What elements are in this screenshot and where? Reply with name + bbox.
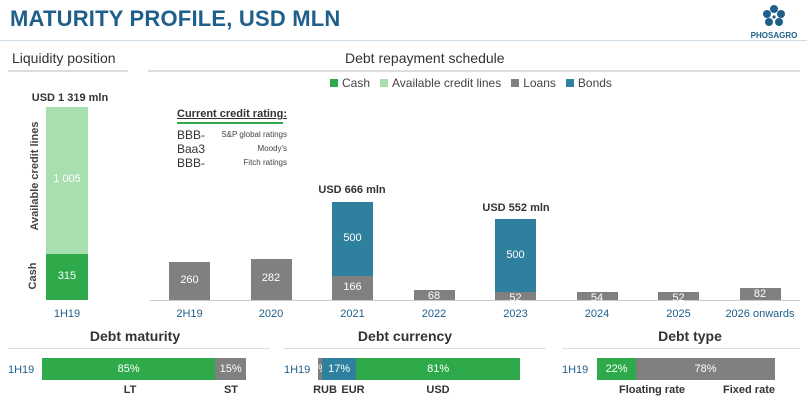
x-tick-label: 2020 [258,308,284,320]
x-tick-label: 2022 [421,308,447,320]
segment-debt-type-floating-rate: 22% [597,358,637,380]
bar-loans-2020: 282 [250,258,292,300]
rating-row-moodys: Baa3 Moody's [177,142,287,156]
debt-type-bar: 22% 78% [597,358,775,380]
legend-label-loans: Loans [523,76,556,90]
debt-currency-heading: Debt currency [357,328,453,344]
rating-code: BBB- [177,156,206,170]
data-label: 500 [343,232,362,245]
credit-rating-underline [177,122,283,124]
debt-type-row-label: 1H19 [562,364,589,376]
callout-2021: USD 666 mln [318,184,386,196]
debt-maturity-bar: 85% 15% [42,358,246,380]
debt-schedule-chart: 260 2H19 282 2020 166 500 2021 68 2022 52 500 2023 5… [150,202,800,320]
st-label: ST [223,384,239,396]
legend-label-credit-lines: Available credit lines [392,76,502,90]
segment-debt-currency-rub: 2% [318,358,323,380]
usd-label: USD [426,384,450,396]
debt-schedule-rule [148,70,800,72]
eur-label: EUR [341,384,365,396]
debt-maturity-rule [8,348,270,349]
bar-bonds-2021: 500 [332,202,373,276]
rub-label: RUB [313,384,337,396]
legend-swatch-loans [511,79,520,87]
segment-debt-maturity-st: 15% [215,358,246,380]
debt-maturity-row-label: 1H19 [8,364,35,376]
bar-available-credit-lines-1h19: 1 005 [46,106,88,254]
x-tick-label: 2021 [340,308,365,320]
data-label: 52 [672,292,685,305]
callout-2023: USD 552 mln [482,202,550,214]
legend-label-bonds: Bonds [577,76,612,90]
rating-code: Baa3 [177,142,206,156]
data-label: 54 [590,292,604,305]
x-tick-label: 2023 [503,308,528,320]
rating-code: BBB- [177,128,206,142]
segment-debt-currency-usd: 81% [356,358,520,380]
bar-bonds-2023: 500 [495,219,536,293]
debt-currency-rule [284,348,546,349]
legend-swatch-cash [330,79,338,87]
bar-loans-2023: 52 [495,292,536,304]
x-tick-label: 2H19 [176,308,203,320]
debt-currency-bar: 2%17%81% [318,358,520,380]
data-label: 1 005 [53,173,81,186]
phosagro-logo: PHOSAGRO [744,4,804,40]
data-label: 315 [57,269,77,282]
segment-debt-maturity-lt: 85% [42,358,216,380]
data-label: 282 [261,272,281,285]
debt-currency-row-label: 1H19 [284,364,311,376]
rating-row-sp: BBB- S&P global ratings [177,128,287,142]
segment-debt-type-fixed-rate: 78% [636,358,775,380]
bar-loans-2h19: 260 [169,261,210,300]
page-title: MATURITY PROFILE, USD MLN [10,6,341,31]
x-tick-label: 1H19 [53,308,81,320]
rating-agency: S&P global ratings [221,130,287,139]
debt-maturity-heading: Debt maturity [89,328,181,344]
data-label: 52 [509,292,522,305]
data-label: 82 [753,287,767,300]
data-label: 166 [343,280,362,293]
debt-type-rule [562,348,800,349]
x-tick-label: 2026 onwards [725,308,795,320]
bar-loans-2025: 52 [658,292,699,304]
liquidity-heading: Liquidity position [12,50,116,66]
data-label: 68 [427,290,441,303]
title-divider [0,40,807,41]
floating-rate-label: Floating rate [618,384,685,396]
chart-legend: Cash Available credit lines Loans Bonds [330,76,612,90]
x-tick-label: 2025 [666,308,691,320]
credit-rating-heading: Current credit rating: [177,108,288,120]
liquidity-total-callout: USD 1 319 mln [31,92,109,104]
rating-agency: Moody's [257,144,287,153]
bar-loans-2021: 166 [332,275,373,300]
bar-loans-2022: 68 [413,290,455,303]
liquidity-chart: 315 1 005 1H19 [0,0,140,330]
legend-swatch-credit-lines [380,79,389,87]
bar-cash-1h19: 315 [46,253,88,300]
bar-loans-2026-onwards: 82 [739,287,781,300]
data-label: 500 [506,248,525,261]
debt-type-heading: Debt type [658,328,722,344]
legend-label-cash: Cash [342,76,371,90]
bar-loans-2024: 54 [576,292,618,304]
liquidity-rule [8,70,128,72]
rating-agency: Fitch ratings [243,158,287,167]
x-tick-label: 2024 [584,308,610,320]
logo-wordmark: PHOSAGRO [750,31,798,40]
x-axis-baseline [150,300,800,301]
fixed-rate-label: Fixed rate [723,384,775,396]
data-label: 260 [180,273,199,286]
flower-logo-icon [763,5,785,26]
segment-debt-currency-eur: 17% [322,358,357,380]
rating-row-fitch: BBB- Fitch ratings [177,156,287,170]
legend-swatch-bonds [565,79,574,87]
debt-schedule-heading: Debt repayment schedule [345,50,505,66]
lt-label: LT [123,384,137,396]
